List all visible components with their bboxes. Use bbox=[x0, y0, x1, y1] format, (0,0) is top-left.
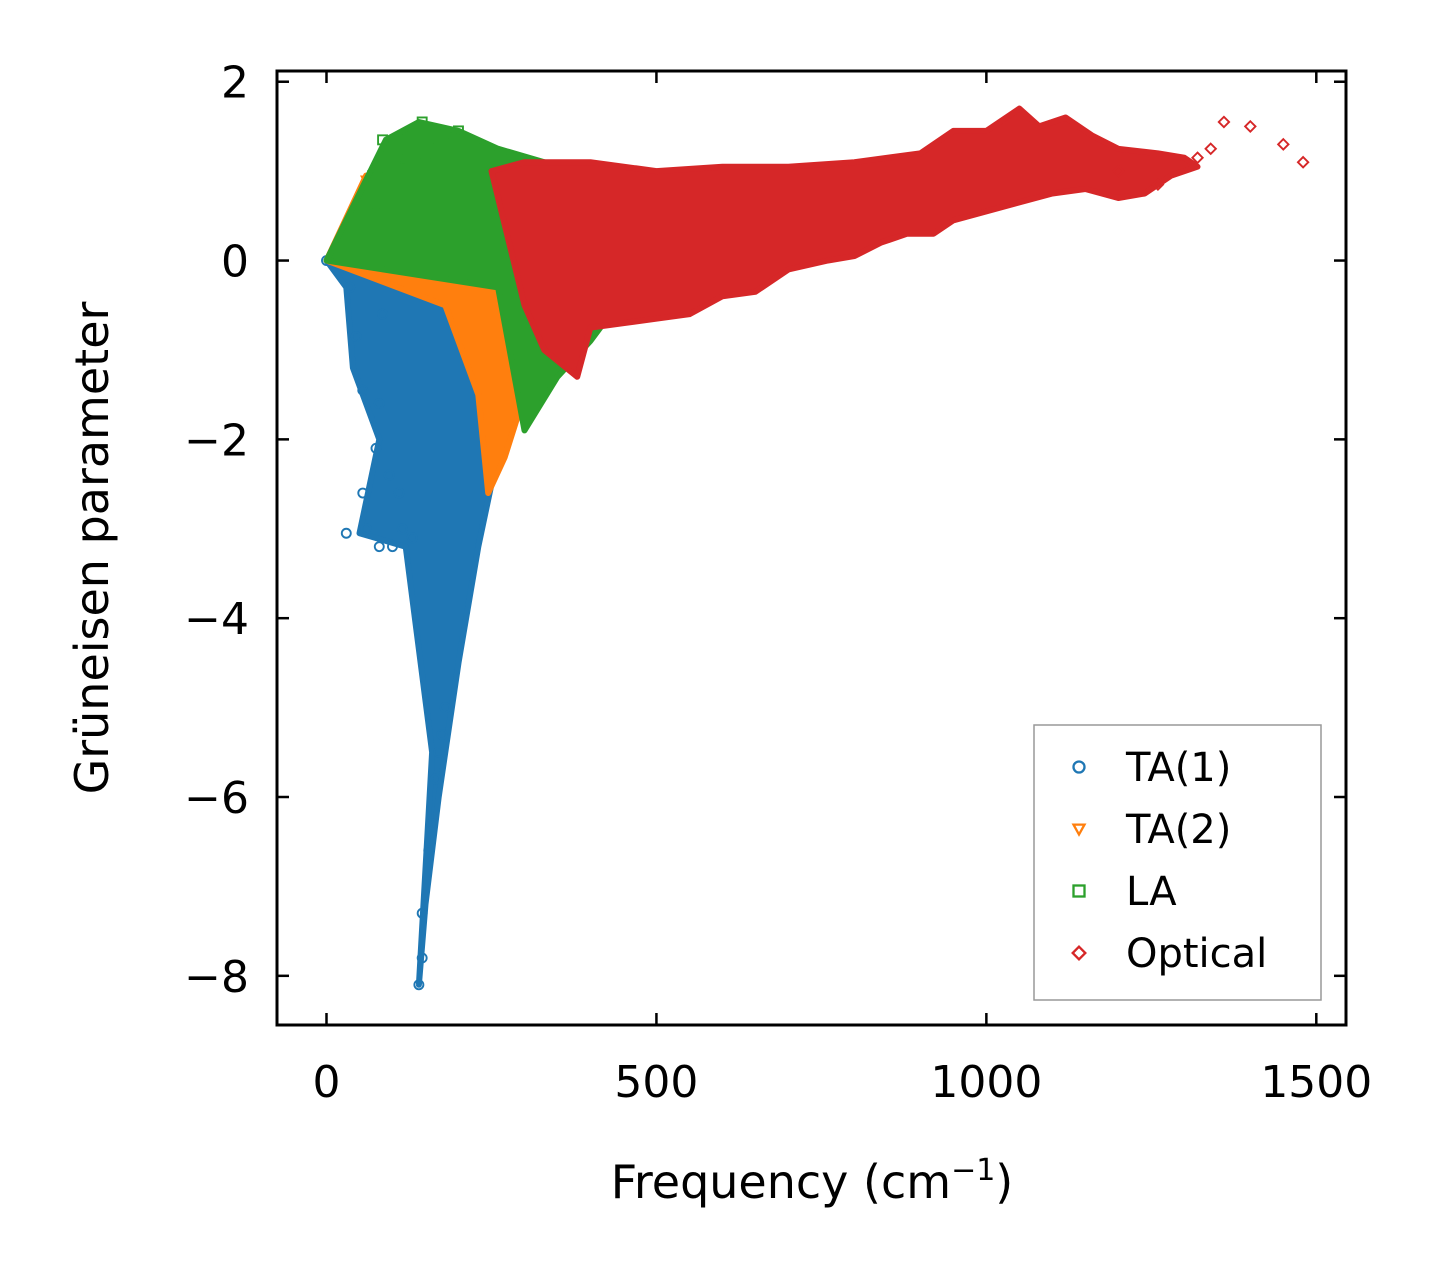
data-point bbox=[357, 487, 369, 499]
x-axis-title: Frequency (cm−1) bbox=[611, 1153, 1014, 1209]
y-tick-label: 2 bbox=[221, 58, 249, 109]
y-axis-title: Grüneisen parameter bbox=[65, 301, 119, 794]
data-point bbox=[416, 907, 428, 919]
data-point bbox=[433, 746, 445, 758]
legend-label: TA(1) bbox=[1125, 745, 1231, 791]
data-point bbox=[387, 541, 398, 553]
x-tick-label: 1000 bbox=[930, 1057, 1042, 1108]
data-point bbox=[360, 523, 372, 535]
legend-entries: TA(1) TA(2) LA Optical bbox=[1071, 745, 1267, 977]
legend: TA(1) TA(2) LA Optical bbox=[1033, 724, 1322, 1001]
data-point bbox=[393, 487, 405, 499]
legend-entry: LA bbox=[1072, 869, 1177, 915]
x-tick-label: 500 bbox=[614, 1057, 698, 1108]
data-point bbox=[416, 952, 428, 964]
legend-entry: TA(1) bbox=[1072, 745, 1231, 791]
data-point bbox=[377, 134, 389, 146]
legend-entry: Optical bbox=[1071, 931, 1267, 977]
data-point bbox=[396, 523, 408, 535]
data-point bbox=[1111, 164, 1125, 178]
ticks-layer: 0 500 1000 1500 −8 −6 −4 −2 0 2 bbox=[184, 58, 1372, 1108]
y-tick-label: −8 bbox=[184, 952, 249, 1003]
data-point bbox=[426, 818, 438, 830]
legend-marker bbox=[1072, 760, 1086, 774]
data-point bbox=[439, 129, 451, 141]
data-point bbox=[377, 308, 389, 320]
data-point bbox=[367, 170, 379, 182]
legend-marker bbox=[1071, 945, 1087, 961]
legend-marker bbox=[1072, 884, 1086, 898]
x-tick-label: 1500 bbox=[1260, 1057, 1372, 1108]
y-tick-label: −6 bbox=[184, 773, 249, 824]
data-point bbox=[373, 398, 385, 410]
data-point bbox=[420, 147, 431, 159]
data-point bbox=[393, 152, 405, 164]
legend-label: TA(2) bbox=[1125, 807, 1231, 853]
data-point bbox=[1276, 137, 1290, 151]
data-point bbox=[380, 170, 392, 182]
data-point bbox=[1151, 178, 1165, 192]
data-point bbox=[436, 728, 448, 740]
data-point bbox=[1191, 151, 1205, 165]
data-point bbox=[357, 384, 369, 396]
data-point bbox=[439, 702, 451, 714]
data-point bbox=[344, 281, 356, 293]
y-tick-label: −2 bbox=[184, 415, 249, 466]
data-point bbox=[370, 442, 382, 454]
series-layer bbox=[321, 105, 1310, 991]
data-point bbox=[1243, 119, 1257, 133]
data-point bbox=[416, 116, 428, 128]
legend-label: LA bbox=[1126, 869, 1177, 915]
series-optical bbox=[488, 105, 1310, 380]
data-point bbox=[1217, 115, 1231, 129]
data-point bbox=[350, 331, 362, 342]
data-point bbox=[373, 541, 385, 553]
data-point bbox=[1204, 142, 1218, 156]
legend-entry: TA(2) bbox=[1071, 807, 1231, 853]
data-point bbox=[406, 532, 418, 544]
data-point bbox=[1296, 155, 1310, 169]
plot-frame bbox=[275, 69, 1348, 1027]
data-point bbox=[340, 527, 352, 539]
legend-label: Optical bbox=[1126, 931, 1267, 977]
series-region bbox=[488, 105, 1201, 380]
x-axis-title-superscript: −1 bbox=[951, 1153, 995, 1188]
data-point bbox=[423, 845, 435, 857]
data-point bbox=[453, 125, 464, 137]
data-point bbox=[383, 469, 395, 481]
data-point bbox=[370, 199, 382, 211]
x-tick-label: 0 bbox=[312, 1057, 340, 1108]
data-point bbox=[433, 143, 445, 155]
data-point bbox=[413, 979, 425, 991]
y-tick-label: 0 bbox=[221, 237, 249, 288]
data-point bbox=[400, 161, 412, 173]
legend-marker bbox=[1071, 823, 1087, 837]
data-point bbox=[429, 773, 441, 785]
y-tick-label: −4 bbox=[184, 594, 249, 645]
